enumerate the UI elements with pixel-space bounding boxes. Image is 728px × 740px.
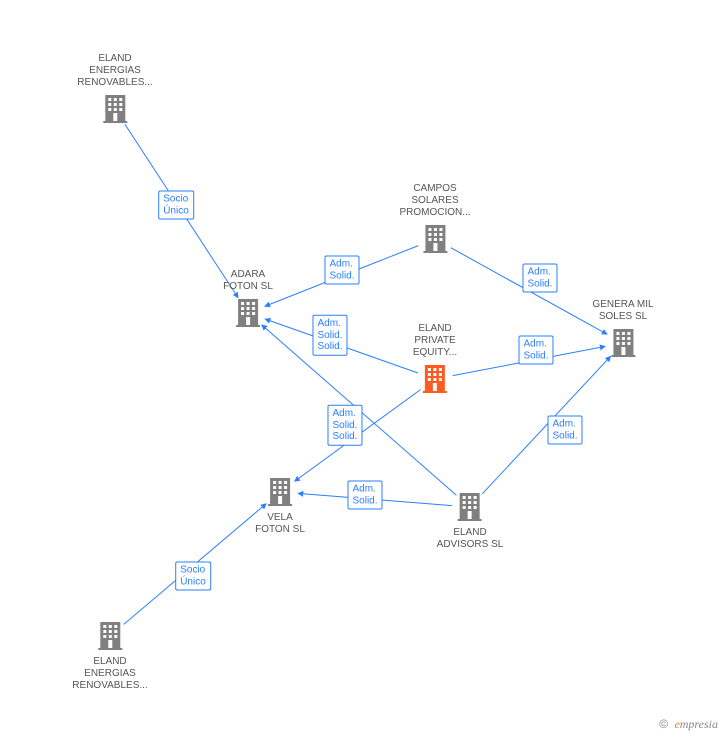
building-icon [419,361,451,393]
building-icon [264,474,296,506]
building-icon [419,221,451,253]
building-icon [99,91,131,123]
network-diagram: ELAND ENERGIAS RENOVABLES... ADARA FOTON… [0,0,728,740]
node-label: ELAND ADVISORS SL [437,527,504,551]
edge-label: Adm. Solid. [522,264,557,293]
building-icon [232,295,264,327]
node-label: ELAND PRIVATE EQUITY... [413,323,457,359]
brand-rest: mpresia [680,717,718,731]
node-genera[interactable]: GENERA MIL SOLES SL [592,299,653,361]
building-icon [607,325,639,357]
edge-label: Socio Único [158,191,194,220]
edge-label: Adm. Solid. [547,416,582,445]
node-eland-pe[interactable]: ELAND PRIVATE EQUITY... [413,323,457,397]
node-label: GENERA MIL SOLES SL [592,299,653,323]
edge-label: Adm. Solid. Solid. [312,315,347,356]
node-adara[interactable]: ADARA FOTON SL [223,269,273,331]
edge-label: Adm. Solid. [347,481,382,510]
node-vela[interactable]: VELA FOTON SL [255,474,305,536]
node-eland-renov-bot[interactable]: ELAND ENERGIAS RENOVABLES... [72,618,147,692]
edge-label: Adm. Solid. [518,336,553,365]
node-label: ADARA FOTON SL [223,269,273,293]
edge-label: Socio Único [175,562,211,591]
copyright-symbol: © [659,717,668,731]
building-icon [94,618,126,650]
node-eland-advisors[interactable]: ELAND ADVISORS SL [437,489,504,551]
node-campos[interactable]: CAMPOS SOLARES PROMOCION... [399,183,470,257]
node-label: VELA FOTON SL [255,512,305,536]
edge-label: Adm. Solid. [324,256,359,285]
node-label: CAMPOS SOLARES PROMOCION... [399,183,470,219]
watermark: © empresia [659,717,718,732]
node-label: ELAND ENERGIAS RENOVABLES... [77,53,152,89]
node-label: ELAND ENERGIAS RENOVABLES... [72,656,147,692]
building-icon [454,489,486,521]
node-eland-renov-top[interactable]: ELAND ENERGIAS RENOVABLES... [77,53,152,127]
edge-label: Adm. Solid. Solid. [327,405,362,446]
